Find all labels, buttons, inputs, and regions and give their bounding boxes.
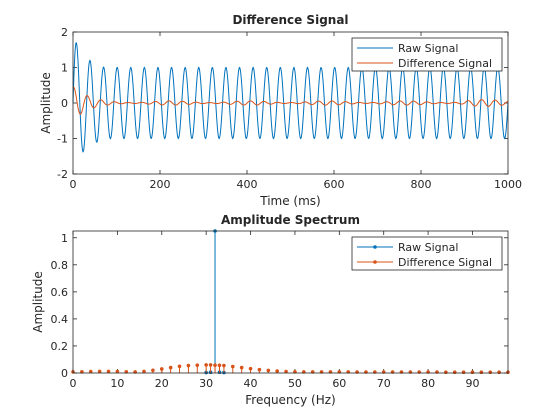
time-y-tick-label: 2	[61, 26, 68, 39]
time-axes-box	[72, 31, 509, 175]
time-legend-diff-label: Difference Signal	[398, 57, 492, 70]
spectrum-legend: Raw Signal Difference Signal	[351, 236, 503, 271]
spectrum-x-tick-label: 40	[244, 377, 258, 390]
time-x-tick-label: 200	[150, 178, 171, 191]
time-legend-raw-label: Raw Signal	[398, 42, 458, 55]
difference-spectrum-point	[213, 363, 217, 367]
difference-spectrum-point	[151, 368, 155, 373]
difference-spectrum-point	[222, 363, 226, 368]
time-y-tick-label: -2	[57, 168, 68, 181]
difference-spectrum-point	[497, 370, 501, 374]
spectrum-x-tick-label: 30	[199, 377, 213, 390]
difference-spectrum-point	[177, 364, 182, 369]
spectrum-legend-box	[351, 236, 503, 271]
difference-spectrum-point	[88, 369, 93, 374]
spectrum-x-axis-label: Frequency (Hz)	[245, 393, 336, 407]
difference-spectrum-point	[230, 364, 235, 369]
spectrum-x-tick-label: 50	[288, 377, 302, 390]
time-y-tick-label: 0	[61, 97, 68, 110]
spectrum-y-tick-label: 0.4	[51, 313, 69, 326]
spectrum-y-tick-label: 0	[61, 367, 68, 380]
difference-signal-line	[72, 86, 509, 115]
time-y-axis-label: Amplitude	[39, 72, 53, 134]
difference-spectrum-point	[284, 369, 288, 374]
difference-spectrum-point	[479, 370, 484, 374]
time-x-tick-label: 0	[70, 178, 77, 191]
spectrum-legend-raw-label: Raw Signal	[398, 241, 458, 254]
spectrum-axes-box	[72, 230, 509, 374]
spectrum-legend-raw-marker	[373, 245, 377, 249]
difference-spectrum-point	[461, 370, 466, 374]
spectrum-y-tick-label: 0.8	[51, 259, 69, 272]
time-x-tick-label: 600	[324, 178, 345, 191]
spectrum-x-tick-label: 10	[110, 377, 124, 390]
spectrum-x-tick-label: 90	[465, 377, 479, 390]
time-legend: Raw Signal Difference Signal	[351, 37, 503, 72]
difference-spectrum-point	[266, 368, 271, 373]
spectrum-x-tick-label: 60	[332, 377, 346, 390]
spectrum-x-tick-label: 0	[70, 377, 77, 390]
difference-spectrum-point	[470, 370, 475, 374]
difference-spectrum-point	[217, 363, 222, 368]
difference-spectrum-point	[195, 363, 200, 367]
time-x-tick-label: 400	[237, 178, 258, 191]
time-x-tick-label: 800	[411, 178, 432, 191]
time-x-axis-label: Time (ms)	[259, 194, 321, 208]
time-plot-title: Difference Signal	[232, 13, 348, 27]
difference-spectrum-point	[444, 370, 448, 374]
difference-spectrum-point	[488, 370, 493, 374]
time-domain-axes: Difference Signal Time (ms) Amplitude 0 2…	[39, 13, 522, 208]
spectrum-x-tick-label: 70	[377, 377, 391, 390]
difference-spectrum-point	[248, 366, 253, 371]
spectrum-x-tick-label: 20	[155, 377, 169, 390]
time-y-tick-label: 1	[61, 62, 68, 75]
difference-spectrum-point	[208, 363, 213, 367]
spectrum-legend-diff-marker	[373, 260, 377, 264]
difference-spectrum-point	[204, 363, 208, 367]
difference-spectrum-point	[186, 363, 191, 368]
spectrum-y-axis-label: Amplitude	[31, 271, 45, 333]
time-y-tick-label: -1	[57, 133, 68, 146]
difference-spectrum-point	[106, 369, 111, 374]
spectrum-legend-diff-label: Difference Signal	[398, 256, 492, 269]
difference-spectrum-point	[97, 369, 102, 374]
spectrum-y-tick-label: 1	[61, 232, 68, 245]
difference-spectrum-point	[275, 369, 279, 373]
difference-spectrum-point	[239, 365, 244, 370]
difference-spectrum-point	[452, 370, 457, 374]
spectrum-axes: Amplitude Spectrum Frequency (Hz) Amplit…	[31, 213, 510, 407]
spectrum-y-tick-label: 0.2	[51, 340, 69, 353]
time-legend-box	[351, 37, 503, 72]
difference-spectrum-point	[159, 367, 164, 371]
difference-spectrum-point	[168, 365, 173, 370]
spectrum-y-tick-label: 0.6	[51, 286, 69, 299]
difference-spectrum-point	[115, 369, 120, 374]
difference-spectrum-point	[142, 369, 146, 374]
spectrum-x-tick-label: 80	[421, 377, 435, 390]
time-x-tick-label: 1000	[494, 178, 522, 191]
difference-spectrum-point	[257, 367, 262, 372]
spectrum-plot-title: Amplitude Spectrum	[221, 213, 360, 227]
